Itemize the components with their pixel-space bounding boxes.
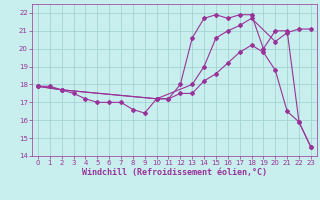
X-axis label: Windchill (Refroidissement éolien,°C): Windchill (Refroidissement éolien,°C) (82, 168, 267, 177)
